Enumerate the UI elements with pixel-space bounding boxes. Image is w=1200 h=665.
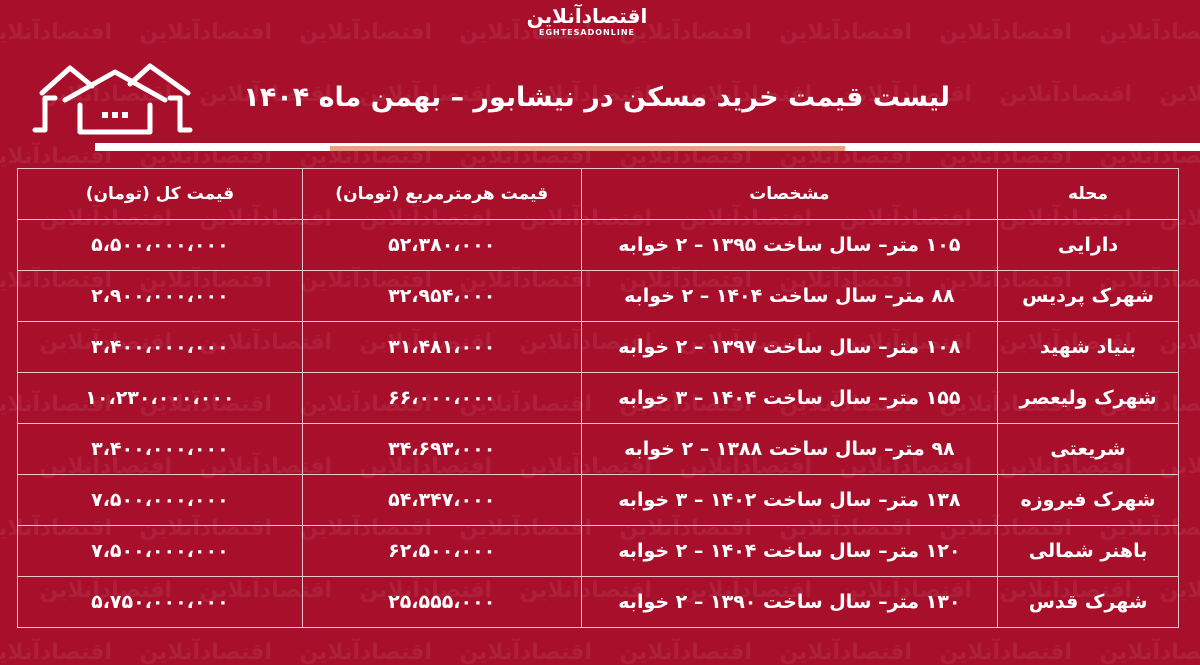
watermark-logo: اقتصادآنلاین — [999, 82, 1133, 107]
header-specs: مشخصات — [580, 168, 999, 220]
cell-specs: ۱۲۰ متر– سال ساخت ۱۴۰۴ – ۲ خوابه — [580, 525, 999, 577]
logo-text-fa: اقتصادآنلاین — [526, 4, 648, 28]
watermark-logo: اقتصادآنلاین — [1159, 82, 1200, 107]
cell-total-price: ۵،۵۰۰،۰۰۰،۰۰۰ — [17, 219, 303, 271]
page-title: لیست قیمت خرید مسکن در نیشابور – بهمن ما… — [243, 82, 950, 113]
table-row: بنیاد شهید ۱۰۸ متر– سال ساخت ۱۳۹۷ – ۲ خوا… — [17, 321, 1179, 373]
cell-specs: ۹۸ متر– سال ساخت ۱۳۸۸ – ۲ خوابه — [580, 423, 999, 475]
cell-price-per-m2: ۲۵،۵۵۵،۰۰۰ — [301, 576, 582, 628]
table-header-row: محله مشخصات قیمت هرمترمربع (تومان) قیمت … — [17, 168, 1179, 220]
divider-accent — [330, 146, 845, 151]
table-row: دارایی ۱۰۵ متر– سال ساخت ۱۳۹۵ – ۲ خوابه ۵۲… — [17, 219, 1179, 271]
cell-area: دارایی — [997, 219, 1179, 271]
watermark-logo: اقتصادآنلاین — [299, 640, 433, 665]
price-table: محله مشخصات قیمت هرمترمربع (تومان) قیمت … — [17, 168, 1179, 628]
brand-logo: اقتصادآنلاین EGHTESADONLINE — [512, 4, 662, 48]
house-icon — [32, 63, 193, 135]
watermark-logo: اقتصادآنلاین — [0, 20, 113, 45]
cell-total-price: ۷،۵۰۰،۰۰۰،۰۰۰ — [17, 474, 303, 526]
title-divider — [95, 143, 1200, 151]
cell-price-per-m2: ۵۲،۳۸۰،۰۰۰ — [301, 219, 582, 271]
watermark-logo: اقتصادآنلاین — [779, 640, 913, 665]
cell-area: باهنر شمالی — [997, 525, 1179, 577]
table-row: شهرک قدس ۱۳۰ متر– سال ساخت ۱۳۹۰ – ۲ خوابه… — [17, 576, 1179, 628]
cell-area: شهرک قدس — [997, 576, 1179, 628]
cell-price-per-m2: ۳۱،۴۸۱،۰۰۰ — [301, 321, 582, 373]
cell-total-price: ۲،۹۰۰،۰۰۰،۰۰۰ — [17, 270, 303, 322]
cell-total-price: ۷،۵۰۰،۰۰۰،۰۰۰ — [17, 525, 303, 577]
cell-total-price: ۳،۴۰۰،۰۰۰،۰۰۰ — [17, 423, 303, 475]
cell-specs: ۱۰۵ متر– سال ساخت ۱۳۹۵ – ۲ خوابه — [580, 219, 999, 271]
cell-specs: ۱۳۸ متر– سال ساخت ۱۴۰۲ – ۳ خوابه — [580, 474, 999, 526]
cell-total-price: ۵،۷۵۰،۰۰۰،۰۰۰ — [17, 576, 303, 628]
cell-price-per-m2: ۶۲،۵۰۰،۰۰۰ — [301, 525, 582, 577]
table-row: شهرک ولیعصر ۱۵۵ متر– سال ساخت ۱۴۰۴ – ۳ خو… — [17, 372, 1179, 424]
cell-area: شهرک فیروزه — [997, 474, 1179, 526]
watermark-logo: اقتصادآنلاین — [0, 640, 113, 665]
watermark-logo: اقتصادآنلاین — [299, 20, 433, 45]
watermark-logo: اقتصادآنلاین — [619, 640, 753, 665]
watermark-logo: اقتصادآنلاین — [1099, 640, 1200, 665]
cell-specs: ۱۵۵ متر– سال ساخت ۱۴۰۴ – ۳ خوابه — [580, 372, 999, 424]
cell-total-price: ۱۰،۲۳۰،۰۰۰،۰۰۰ — [17, 372, 303, 424]
cell-area: بنیاد شهید — [997, 321, 1179, 373]
logo-text-en: EGHTESADONLINE — [539, 28, 635, 37]
header-area: محله — [997, 168, 1179, 220]
watermark-logo: اقتصادآنلاین — [139, 20, 273, 45]
watermark-logo: اقتصادآنلاین — [939, 640, 1073, 665]
cell-price-per-m2: ۳۴،۶۹۳،۰۰۰ — [301, 423, 582, 475]
cell-specs: ۸۸ متر– سال ساخت ۱۴۰۴ – ۲ خوابه — [580, 270, 999, 322]
cell-price-per-m2: ۶۶،۰۰۰،۰۰۰ — [301, 372, 582, 424]
cell-price-per-m2: ۵۴،۳۴۷،۰۰۰ — [301, 474, 582, 526]
table-row: شریعتی ۹۸ متر– سال ساخت ۱۳۸۸ – ۲ خوابه ۳۴،… — [17, 423, 1179, 475]
cell-price-per-m2: ۳۲،۹۵۴،۰۰۰ — [301, 270, 582, 322]
table-row: شهرک فیروزه ۱۳۸ متر– سال ساخت ۱۴۰۲ – ۳ خو… — [17, 474, 1179, 526]
cell-area: شریعتی — [997, 423, 1179, 475]
watermark-logo: اقتصادآنلاین — [1099, 20, 1200, 45]
cell-area: شهرک ولیعصر — [997, 372, 1179, 424]
table-row: شهرک پردیس ۸۸ متر– سال ساخت ۱۴۰۴ – ۲ خواب… — [17, 270, 1179, 322]
cell-total-price: ۳،۴۰۰،۰۰۰،۰۰۰ — [17, 321, 303, 373]
watermark-logo: اقتصادآنلاین — [779, 20, 913, 45]
watermark-logo: اقتصادآنلاین — [459, 640, 593, 665]
watermark-logo: اقتصادآنلاین — [939, 20, 1073, 45]
header-price-per-m2: قیمت هرمترمربع (تومان) — [301, 168, 582, 220]
cell-area: شهرک پردیس — [997, 270, 1179, 322]
header-total-price: قیمت کل (تومان) — [17, 168, 303, 220]
cell-specs: ۱۰۸ متر– سال ساخت ۱۳۹۷ – ۲ خوابه — [580, 321, 999, 373]
watermark-logo: اقتصادآنلاین — [139, 640, 273, 665]
cell-specs: ۱۳۰ متر– سال ساخت ۱۳۹۰ – ۲ خوابه — [580, 576, 999, 628]
table-row: باهنر شمالی ۱۲۰ متر– سال ساخت ۱۴۰۴ – ۲ خو… — [17, 525, 1179, 577]
